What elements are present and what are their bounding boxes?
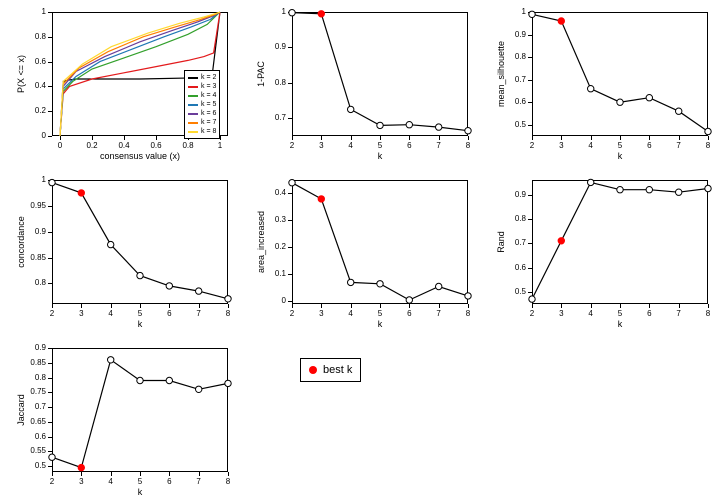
mean_silhouette-point	[558, 18, 564, 24]
mean_silhouette-point	[646, 95, 652, 101]
area_increased-point	[465, 293, 471, 299]
concordance-svg	[0, 168, 240, 336]
area_increased-point	[318, 196, 324, 202]
1-pac-point	[465, 128, 471, 134]
concordance-point	[49, 179, 55, 185]
jaccard-point	[166, 377, 172, 383]
mean_silhouette-point	[588, 86, 594, 92]
1-pac-point	[318, 11, 324, 17]
panel-rand: 23456780.50.60.70.80.9kRand	[480, 168, 720, 336]
1-pac-line	[292, 13, 468, 131]
concordance-point	[108, 241, 114, 247]
mean_silhouette-point	[529, 11, 535, 17]
rand-point	[646, 187, 652, 193]
concordance-point	[166, 283, 172, 289]
legend-swatch	[188, 104, 198, 106]
jaccard-point	[78, 464, 84, 470]
rand-point	[558, 238, 564, 244]
legend-label: k = 8	[201, 127, 216, 136]
concordance-line	[52, 183, 228, 299]
panel-jaccard: 23456780.50.550.60.650.70.750.80.850.9kJ…	[0, 336, 240, 504]
legend-swatch	[188, 131, 198, 133]
jaccard-point	[225, 380, 231, 386]
area_increased-point	[348, 279, 354, 285]
jaccard-line	[52, 360, 228, 468]
legend-label: k = 7	[201, 118, 216, 127]
jaccard-point	[108, 357, 114, 363]
legend-label: k = 6	[201, 109, 216, 118]
panel-concordance: 23456780.80.850.90.951kconcordance	[0, 168, 240, 336]
legend-swatch	[188, 122, 198, 124]
best-k-legend: best k	[300, 358, 361, 382]
panel-area_increased: 234567800.10.20.30.4karea_increased	[240, 168, 480, 336]
panel-mean_silhouette: 23456780.50.60.70.80.91kmean_silhouette	[480, 0, 720, 168]
area_increased-point	[377, 281, 383, 287]
mean_silhouette-svg	[480, 0, 720, 168]
rand-svg	[480, 168, 720, 336]
area_increased-point	[436, 283, 442, 289]
legend-row: k = 3	[188, 82, 216, 91]
legend-row: k = 2	[188, 73, 216, 82]
best-k-dot	[309, 366, 317, 374]
jaccard-svg	[0, 336, 240, 504]
legend-label: k = 5	[201, 100, 216, 109]
legend-swatch	[188, 86, 198, 88]
legend-swatch	[188, 95, 198, 97]
mean_silhouette-point	[617, 99, 623, 105]
1-pac-point	[377, 122, 383, 128]
legend-row: k = 7	[188, 118, 216, 127]
legend-row: k = 4	[188, 91, 216, 100]
legend-row: k = 6	[188, 109, 216, 118]
rand-point	[588, 179, 594, 185]
mean_silhouette-point	[705, 128, 711, 134]
cdf-legend: k = 2k = 3k = 4k = 5k = 6k = 7k = 8	[184, 70, 220, 139]
area_increased-point	[289, 180, 295, 186]
1-pac-point	[348, 106, 354, 112]
1-pac-point	[436, 124, 442, 130]
concordance-point	[196, 288, 202, 294]
rand-point	[705, 185, 711, 191]
rand-point	[617, 187, 623, 193]
jaccard-point	[196, 386, 202, 392]
legend-label: k = 3	[201, 82, 216, 91]
best-k-label: best k	[323, 364, 352, 376]
rand-point	[676, 189, 682, 195]
legend-swatch	[188, 77, 198, 79]
concordance-point	[78, 190, 84, 196]
concordance-point	[225, 296, 231, 302]
jaccard-point	[49, 454, 55, 460]
jaccard-point	[137, 377, 143, 383]
area_increased-svg	[240, 168, 480, 336]
legend-row: k = 5	[188, 100, 216, 109]
1-pac-point	[406, 122, 412, 128]
mean_silhouette-point	[676, 108, 682, 114]
1-pac-point	[289, 10, 295, 16]
legend-row: k = 8	[188, 127, 216, 136]
legend-label: k = 2	[201, 73, 216, 82]
concordance-point	[137, 272, 143, 278]
area_increased-point	[406, 297, 412, 303]
legend-swatch	[188, 113, 198, 115]
rand-point	[529, 296, 535, 302]
panel-1-pac: 23456780.70.80.91k1-PAC	[240, 0, 480, 168]
1-pac-svg	[240, 0, 480, 168]
legend-label: k = 4	[201, 91, 216, 100]
mean_silhouette-line	[532, 14, 708, 131]
